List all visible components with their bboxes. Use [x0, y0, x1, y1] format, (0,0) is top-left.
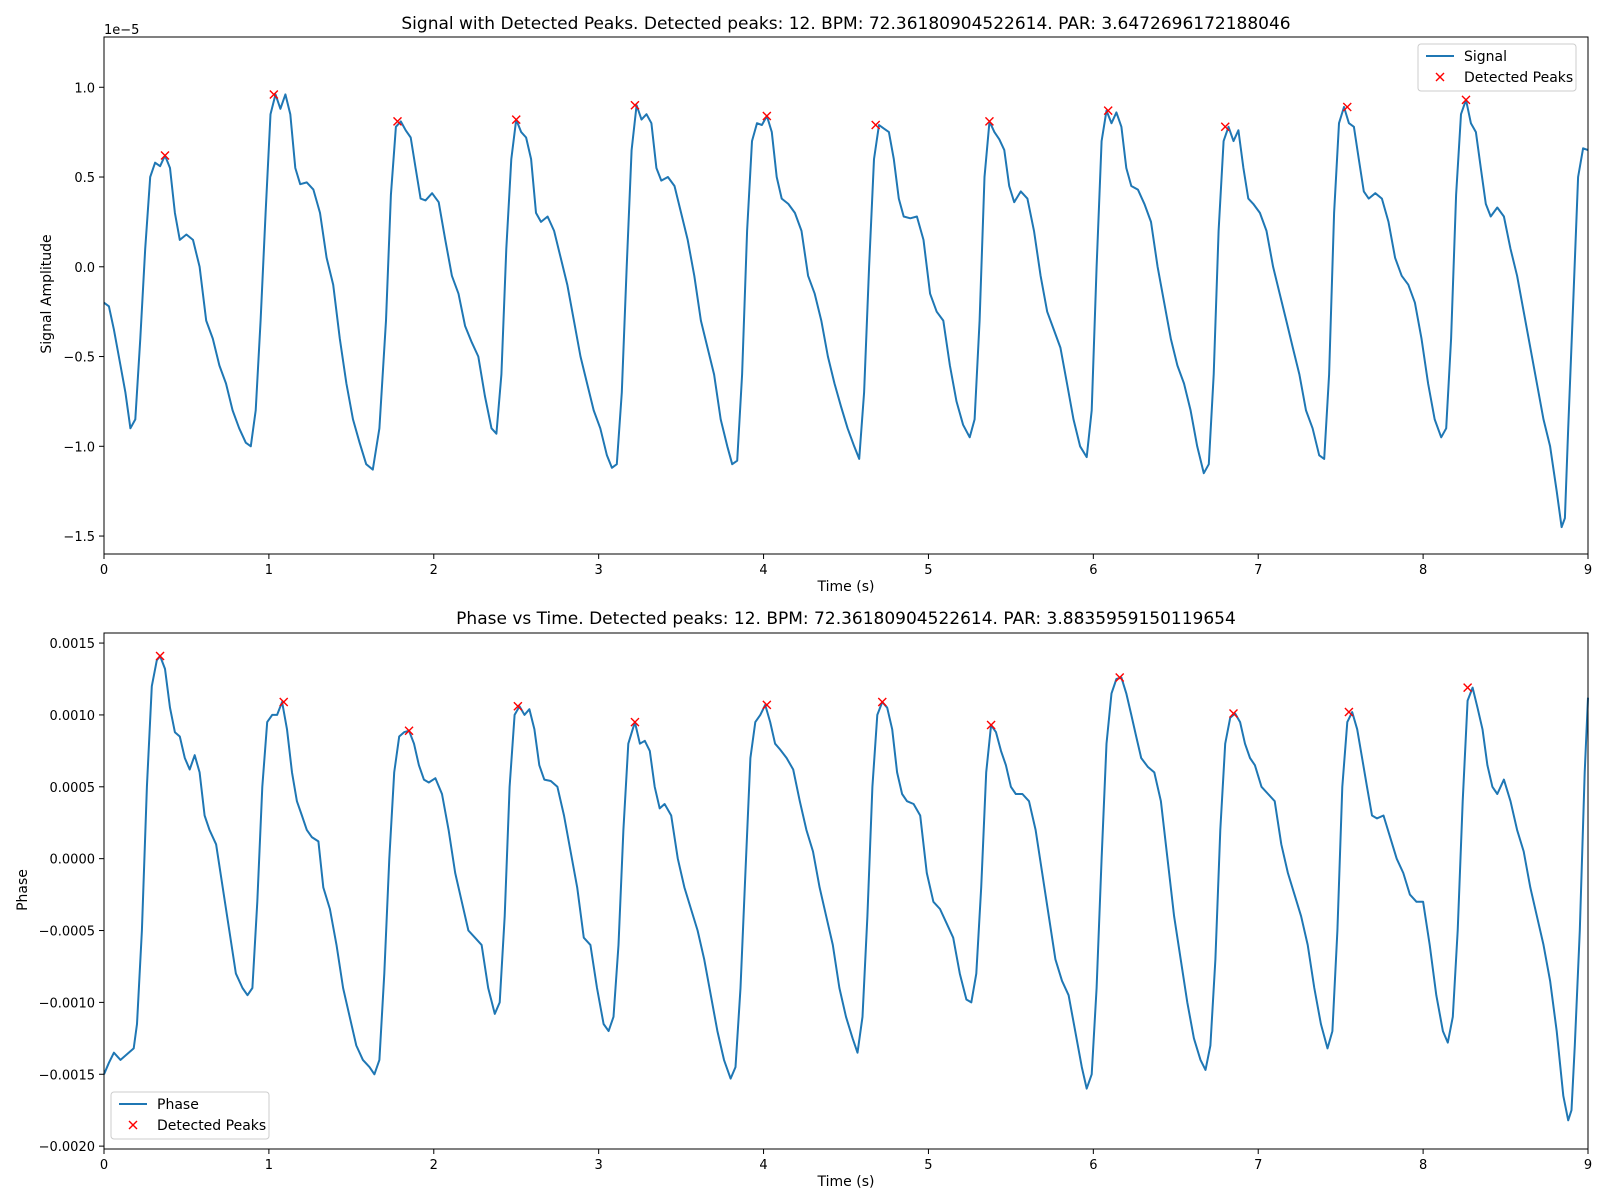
phase-peak-marker — [279, 697, 289, 707]
signal-x-tick-label: 6 — [1089, 563, 1097, 578]
phase-plot: Phase vs Time. Detected peaks: 12. BPM: … — [15, 609, 1592, 1190]
signal-x-axis-label: Time (s) — [817, 579, 875, 595]
phase-peak-marker — [1344, 707, 1354, 717]
phase-peak-marker — [877, 697, 887, 707]
signal-x-tick-label: 8 — [1419, 563, 1427, 578]
phase-x-tick-label: 5 — [924, 1158, 932, 1173]
phase-y-ticks: −0.0020 −0.0015 −0.0010 −0.0005 0.0000 0.0005… — [39, 637, 104, 1155]
phase-peak-marker — [986, 720, 996, 730]
phase-x-tick-label: 7 — [1254, 1158, 1262, 1173]
phase-y-tick-label: 0.0010 — [50, 709, 96, 724]
signal-peak-marker — [160, 150, 170, 160]
signal-x-tick-label: 4 — [759, 563, 767, 578]
phase-series-line — [103, 655, 1589, 1122]
signal-plot-title: Signal with Detected Peaks. Detected pea… — [401, 14, 1290, 34]
signal-series-line — [103, 93, 1589, 529]
signal-peak-marker — [1461, 95, 1471, 105]
signal-x-tick-label: 2 — [430, 563, 438, 578]
phase-legend-label-peaks: Detected Peaks — [157, 1118, 266, 1134]
signal-plot-area — [103, 89, 1589, 529]
phase-y-tick-label: −0.0005 — [39, 925, 95, 940]
phase-peak-marker — [630, 717, 640, 727]
signal-y-tick-label: 0.0 — [74, 261, 95, 276]
signal-plot-frame — [103, 36, 1589, 555]
phase-y-tick-label: −0.0010 — [39, 996, 95, 1011]
phase-plot-title: Phase vs Time. Detected peaks: 12. BPM: … — [456, 609, 1236, 629]
phase-plot-area — [103, 651, 1589, 1122]
signal-peak-marker — [1220, 122, 1230, 132]
phase-y-tick-label: 0.0005 — [50, 781, 96, 796]
phase-peak-marker — [762, 700, 772, 710]
signal-x-tick-label: 1 — [265, 563, 273, 578]
signal-peak-marker — [1342, 102, 1352, 112]
signal-peak-marker — [1103, 106, 1113, 116]
phase-x-tick-label: 4 — [759, 1158, 767, 1173]
phase-peak-marker — [155, 651, 165, 661]
phase-x-tick-label: 8 — [1419, 1158, 1427, 1173]
phase-x-tick-label: 0 — [100, 1158, 108, 1173]
phase-y-axis-label: Phase — [15, 869, 31, 911]
signal-peak-marker — [762, 111, 772, 121]
phase-x-tick-label: 6 — [1089, 1158, 1097, 1173]
signal-peak-marker — [984, 116, 994, 126]
phase-plot-frame — [103, 632, 1589, 1150]
phase-peak-marker — [1115, 673, 1125, 683]
phase-y-tick-label: 0.0000 — [50, 853, 96, 868]
signal-offset-label: 1e−5 — [104, 23, 139, 38]
phase-x-tick-label: 3 — [595, 1158, 603, 1173]
signal-x-tick-label: 5 — [924, 563, 932, 578]
signal-peak-marker — [511, 115, 521, 125]
signal-x-tick-label: 0 — [100, 563, 108, 578]
phase-x-tick-label: 9 — [1584, 1158, 1592, 1173]
signal-y-tick-label: 0.5 — [74, 171, 95, 186]
phase-y-tick-label: −0.0015 — [39, 1068, 95, 1083]
phase-legend-marker-swatch — [128, 1120, 138, 1130]
phase-y-tick-label: 0.0015 — [50, 637, 96, 652]
signal-legend-label-peaks: Detected Peaks — [1464, 70, 1573, 86]
signal-y-tick-label: 1.0 — [74, 81, 95, 96]
phase-x-tick-label: 2 — [430, 1158, 438, 1173]
signal-x-ticks: 0 1 2 3 4 5 6 7 8 9 — [100, 554, 1592, 578]
phase-legend-box — [110, 1091, 270, 1140]
signal-x-tick-label: 7 — [1254, 563, 1262, 578]
phase-peak-marker — [513, 701, 523, 711]
signal-peak-marker — [393, 116, 402, 126]
signal-y-tick-label: −1.0 — [63, 440, 95, 455]
phase-peak-marker — [1463, 683, 1473, 693]
signal-legend-label-signal: Signal — [1464, 49, 1507, 65]
signal-plot: Signal with Detected Peaks. Detected pea… — [39, 14, 1592, 595]
signal-legend-box — [1417, 43, 1577, 92]
signal-peak-marker — [871, 120, 881, 130]
signal-y-tick-label: −1.5 — [63, 530, 95, 545]
phase-x-axis-label: Time (s) — [817, 1174, 875, 1190]
signal-y-axis-label: Signal Amplitude — [39, 234, 55, 353]
phase-peak-marker — [1228, 708, 1238, 718]
phase-y-tick-label: −0.0020 — [39, 1140, 95, 1155]
signal-x-tick-label: 3 — [595, 563, 603, 578]
signal-y-tick-label: −0.5 — [63, 351, 95, 366]
phase-x-tick-label: 1 — [265, 1158, 273, 1173]
signal-y-ticks: −1.5 −1.0 −0.5 0.0 0.5 1.0 — [63, 81, 104, 545]
signal-legend-marker-swatch — [1435, 72, 1445, 82]
signal-x-tick-label: 9 — [1584, 563, 1592, 578]
phase-x-ticks: 0 1 2 3 4 5 6 7 8 9 — [100, 1149, 1592, 1173]
signal-legend: Signal Detected Peaks — [1417, 43, 1577, 92]
signal-peak-marker — [269, 89, 279, 99]
phase-legend-label-phase: Phase — [157, 1097, 199, 1113]
phase-peak-marker — [404, 726, 414, 736]
phase-legend: Phase Detected Peaks — [110, 1091, 270, 1140]
signal-peak-marker — [630, 100, 640, 110]
